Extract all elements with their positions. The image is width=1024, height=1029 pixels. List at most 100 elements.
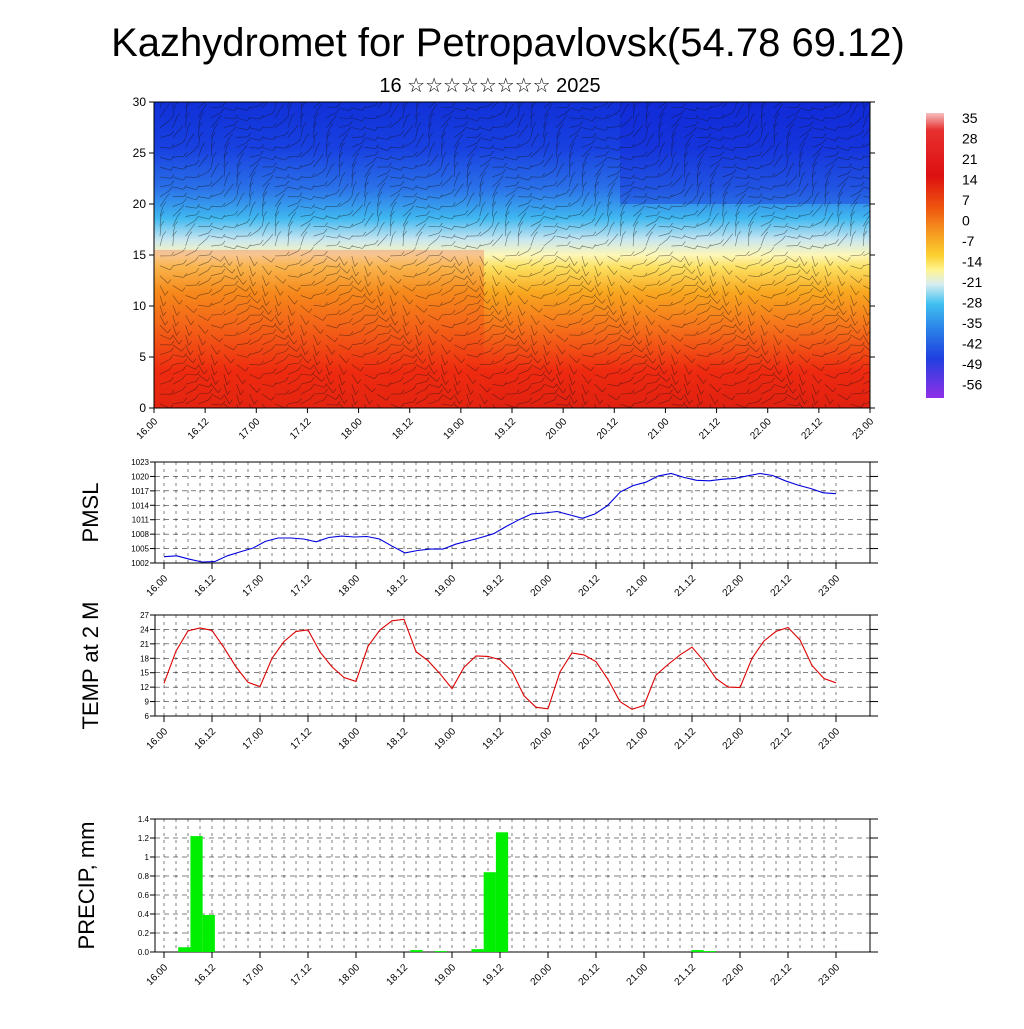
x-tick-label: 19.00 bbox=[433, 573, 459, 599]
x-tick-label: 22.00 bbox=[721, 573, 747, 599]
x-tick-label: 20.12 bbox=[577, 962, 603, 988]
y-tick-label: 1.2 bbox=[138, 834, 150, 843]
y-tick-label: 0.6 bbox=[138, 891, 150, 900]
x-tick-label: 16.12 bbox=[193, 962, 219, 988]
x-tick-label: 16.12 bbox=[193, 726, 219, 752]
x-tick-label: 23.00 bbox=[817, 726, 843, 752]
wind-barb-flag bbox=[598, 411, 601, 415]
x-tick-label: 17.00 bbox=[241, 726, 267, 752]
colorbar-label: -28 bbox=[962, 295, 982, 311]
x-tick-label: 17.12 bbox=[289, 573, 315, 599]
x-tick-label: 18.00 bbox=[337, 573, 363, 599]
x-tick-label: 20.12 bbox=[577, 726, 603, 752]
panel-frame bbox=[155, 462, 870, 563]
y-tick-label: 5 bbox=[139, 350, 146, 364]
wind-barb-flag bbox=[207, 97, 210, 101]
wind-barb-flag bbox=[828, 410, 831, 414]
wind-barb-flag bbox=[437, 97, 440, 101]
x-tick-label: 22.12 bbox=[769, 573, 795, 599]
colorbar-label: 0 bbox=[962, 213, 970, 229]
wind-barb-flag bbox=[765, 94, 768, 98]
y-tick-label: 1.4 bbox=[138, 815, 150, 824]
colorbar-label: -42 bbox=[962, 336, 982, 352]
y-tick-label: 0.2 bbox=[138, 929, 150, 938]
wind-barb-flag bbox=[322, 97, 325, 101]
x-tick-label: 19.12 bbox=[493, 416, 519, 442]
wind-barb-flag bbox=[384, 409, 387, 413]
x-tick-label: 21.12 bbox=[697, 416, 723, 442]
y-tick-label: 18 bbox=[140, 654, 149, 663]
y-tick-label: 21 bbox=[140, 640, 149, 649]
wind-barb-flag bbox=[270, 96, 273, 100]
precip-bar bbox=[410, 950, 422, 952]
precip-bar bbox=[496, 832, 508, 952]
y-tick-label: 24 bbox=[140, 625, 149, 634]
y-tick-label: 1002 bbox=[131, 559, 149, 568]
wind-barb-flag bbox=[749, 93, 752, 97]
y-tick-label: 1014 bbox=[131, 501, 149, 510]
wind-barb-flag bbox=[873, 385, 876, 389]
cross-section-field bbox=[154, 93, 877, 415]
wind-barb-flag bbox=[874, 273, 877, 277]
x-tick-label: 21.00 bbox=[646, 416, 672, 442]
wind-barb-flag bbox=[872, 206, 875, 210]
chart-title: Kazhydromet for Petropavlovsk(54.78 69.1… bbox=[111, 21, 905, 65]
x-tick-label: 17.00 bbox=[241, 573, 267, 599]
wind-barb-flag bbox=[253, 411, 256, 415]
y-tick-label: 25 bbox=[133, 146, 147, 160]
y-tick-label: 30 bbox=[133, 95, 147, 109]
wind-barb-flag bbox=[844, 409, 847, 413]
x-tick-label: 18.12 bbox=[385, 962, 411, 988]
wind-barb-flag bbox=[783, 97, 786, 101]
y-tick-label: 27 bbox=[140, 611, 149, 620]
wind-barb-flag bbox=[874, 186, 877, 190]
wind-barb-flag bbox=[853, 93, 856, 97]
x-tick-label: 22.12 bbox=[800, 416, 826, 442]
x-tick-label: 23.00 bbox=[851, 416, 877, 442]
wind-barb-flag bbox=[174, 93, 177, 97]
y-axis-title: PRECIP, mm bbox=[74, 822, 99, 950]
wind-barb-flag bbox=[874, 259, 877, 263]
x-tick-label: 21.00 bbox=[625, 726, 651, 752]
y-tick-label: 0.4 bbox=[138, 910, 150, 919]
wind-barb-flag bbox=[650, 94, 653, 98]
wind-barb-flag bbox=[864, 93, 867, 97]
y-tick-label: 0.8 bbox=[138, 872, 150, 881]
x-tick-label: 19.00 bbox=[442, 416, 468, 442]
wind-barb-flag bbox=[163, 93, 166, 97]
x-tick-label: 16.00 bbox=[135, 416, 161, 442]
wind-barb-flag bbox=[278, 93, 281, 97]
colorbar-label: -21 bbox=[962, 274, 982, 290]
colorbar-label: 21 bbox=[962, 151, 978, 167]
y-tick-label: 1 bbox=[145, 853, 150, 862]
y-tick-label: 1008 bbox=[131, 530, 149, 539]
x-tick-label: 22.00 bbox=[748, 416, 774, 442]
y-tick-label: 1017 bbox=[131, 487, 149, 496]
wind-barb-flag bbox=[729, 409, 732, 413]
y-tick-label: 20 bbox=[133, 197, 147, 211]
wind-barb-flag bbox=[874, 193, 877, 197]
wind-barb-flag bbox=[874, 360, 877, 364]
x-tick-label: 21.00 bbox=[625, 962, 651, 988]
wind-barb-flag bbox=[189, 93, 192, 97]
wind-barb-flag bbox=[586, 410, 589, 414]
precip-bar bbox=[484, 872, 496, 952]
x-tick-label: 17.00 bbox=[237, 416, 263, 442]
x-tick-label: 16.12 bbox=[193, 573, 219, 599]
y-tick-label: 6 bbox=[145, 712, 150, 721]
wind-barb-flag bbox=[872, 348, 875, 352]
colorbar-label: 35 bbox=[962, 110, 978, 126]
wind-barb-flag bbox=[874, 397, 877, 401]
precip-bar bbox=[190, 836, 202, 952]
wind-barb-flag bbox=[701, 410, 704, 414]
x-tick-label: 16.12 bbox=[186, 416, 212, 442]
x-tick-label: 20.00 bbox=[529, 726, 555, 752]
x-tick-label: 22.00 bbox=[721, 962, 747, 988]
panel-frame bbox=[155, 615, 870, 716]
x-tick-label: 17.12 bbox=[289, 962, 315, 988]
x-tick-label: 18.00 bbox=[337, 962, 363, 988]
